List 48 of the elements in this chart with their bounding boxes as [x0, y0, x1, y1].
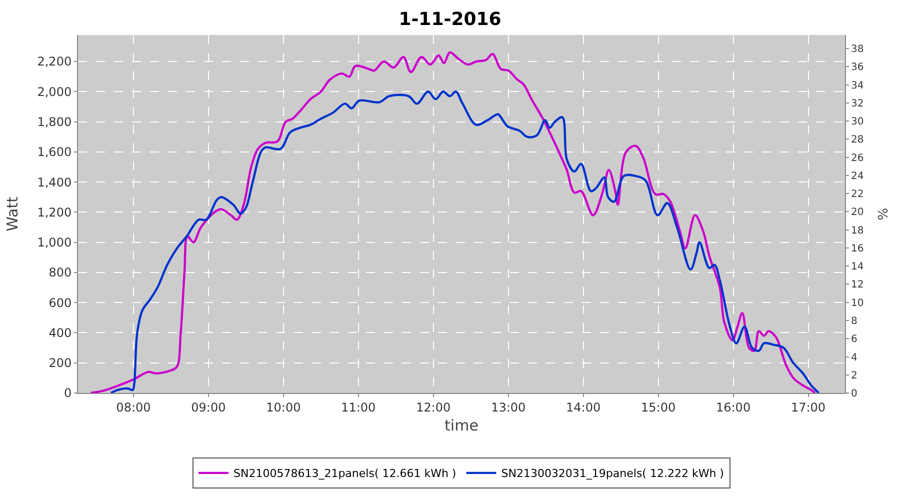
y2-tick-label: 18: [851, 225, 864, 236]
y-tick-label: 0: [64, 386, 72, 400]
y2-tick-label: 0: [851, 388, 858, 400]
x-tick-label: 10:00: [266, 400, 301, 414]
x-tick-label: 14:00: [566, 400, 601, 414]
x-tick-label: 11:00: [341, 400, 376, 414]
y-axis-title: Watt: [3, 196, 22, 232]
y2-tick-label: 10: [851, 298, 864, 309]
y-tick-label: 400: [48, 326, 72, 340]
y2-tick-label: 38: [851, 44, 864, 56]
y2-tick-label: 30: [851, 116, 864, 128]
chart-title: 1-11-2016: [398, 9, 502, 30]
y-tick-label: 1,400: [37, 175, 72, 190]
y2-tick-label: 12: [851, 280, 864, 291]
y2-axis-title: %: [876, 208, 892, 220]
y2-tick-label: 36: [851, 62, 864, 74]
y2-tick-label: 34: [851, 80, 864, 92]
y-tick-label: 1,000: [37, 236, 72, 250]
x-tick-label: 16:00: [716, 400, 751, 414]
x-tick-label: 17:00: [790, 400, 826, 414]
y2-tick-label: 28: [851, 134, 864, 146]
y2-tick-label: 20: [851, 207, 864, 218]
y2-tick-label: 16: [851, 243, 864, 254]
y-tick-label: 1,200: [37, 205, 72, 220]
y2-tick-label: 22: [851, 189, 864, 200]
y-tick-label: 800: [48, 266, 72, 280]
x-tick-label: 12:00: [416, 400, 451, 414]
y2-tick-label: 4: [851, 352, 858, 364]
y2-tick-label: 8: [851, 316, 858, 327]
y2-tick-label: 32: [851, 98, 864, 110]
y2-tick-label: 14: [851, 262, 864, 273]
y-tick-label: 1,800: [37, 114, 72, 129]
x-tick-label: 08:00: [116, 400, 151, 414]
y-tick-label: 200: [48, 356, 72, 370]
x-axis-title: time: [444, 416, 478, 434]
x-tick-label: 13:00: [491, 400, 526, 414]
y2-tick-label: 26: [851, 152, 864, 164]
y-tick-label: 2,000: [37, 84, 72, 99]
x-tick-label: 15:00: [641, 400, 676, 414]
x-tick-label: 09:00: [191, 400, 226, 414]
y2-tick-label: 24: [851, 170, 864, 182]
y-tick-label: 2,200: [37, 54, 72, 69]
y-tick-label: 1,600: [37, 145, 72, 160]
y2-tick-label: 6: [851, 334, 858, 346]
legend-label: SN2100578613_21panels( 12.661 kWh ): [234, 467, 456, 480]
legend-label: SN2130032031_19panels( 12.222 kWh ): [501, 467, 724, 480]
y2-tick-label: 2: [851, 370, 858, 382]
y-tick-label: 600: [48, 296, 72, 310]
